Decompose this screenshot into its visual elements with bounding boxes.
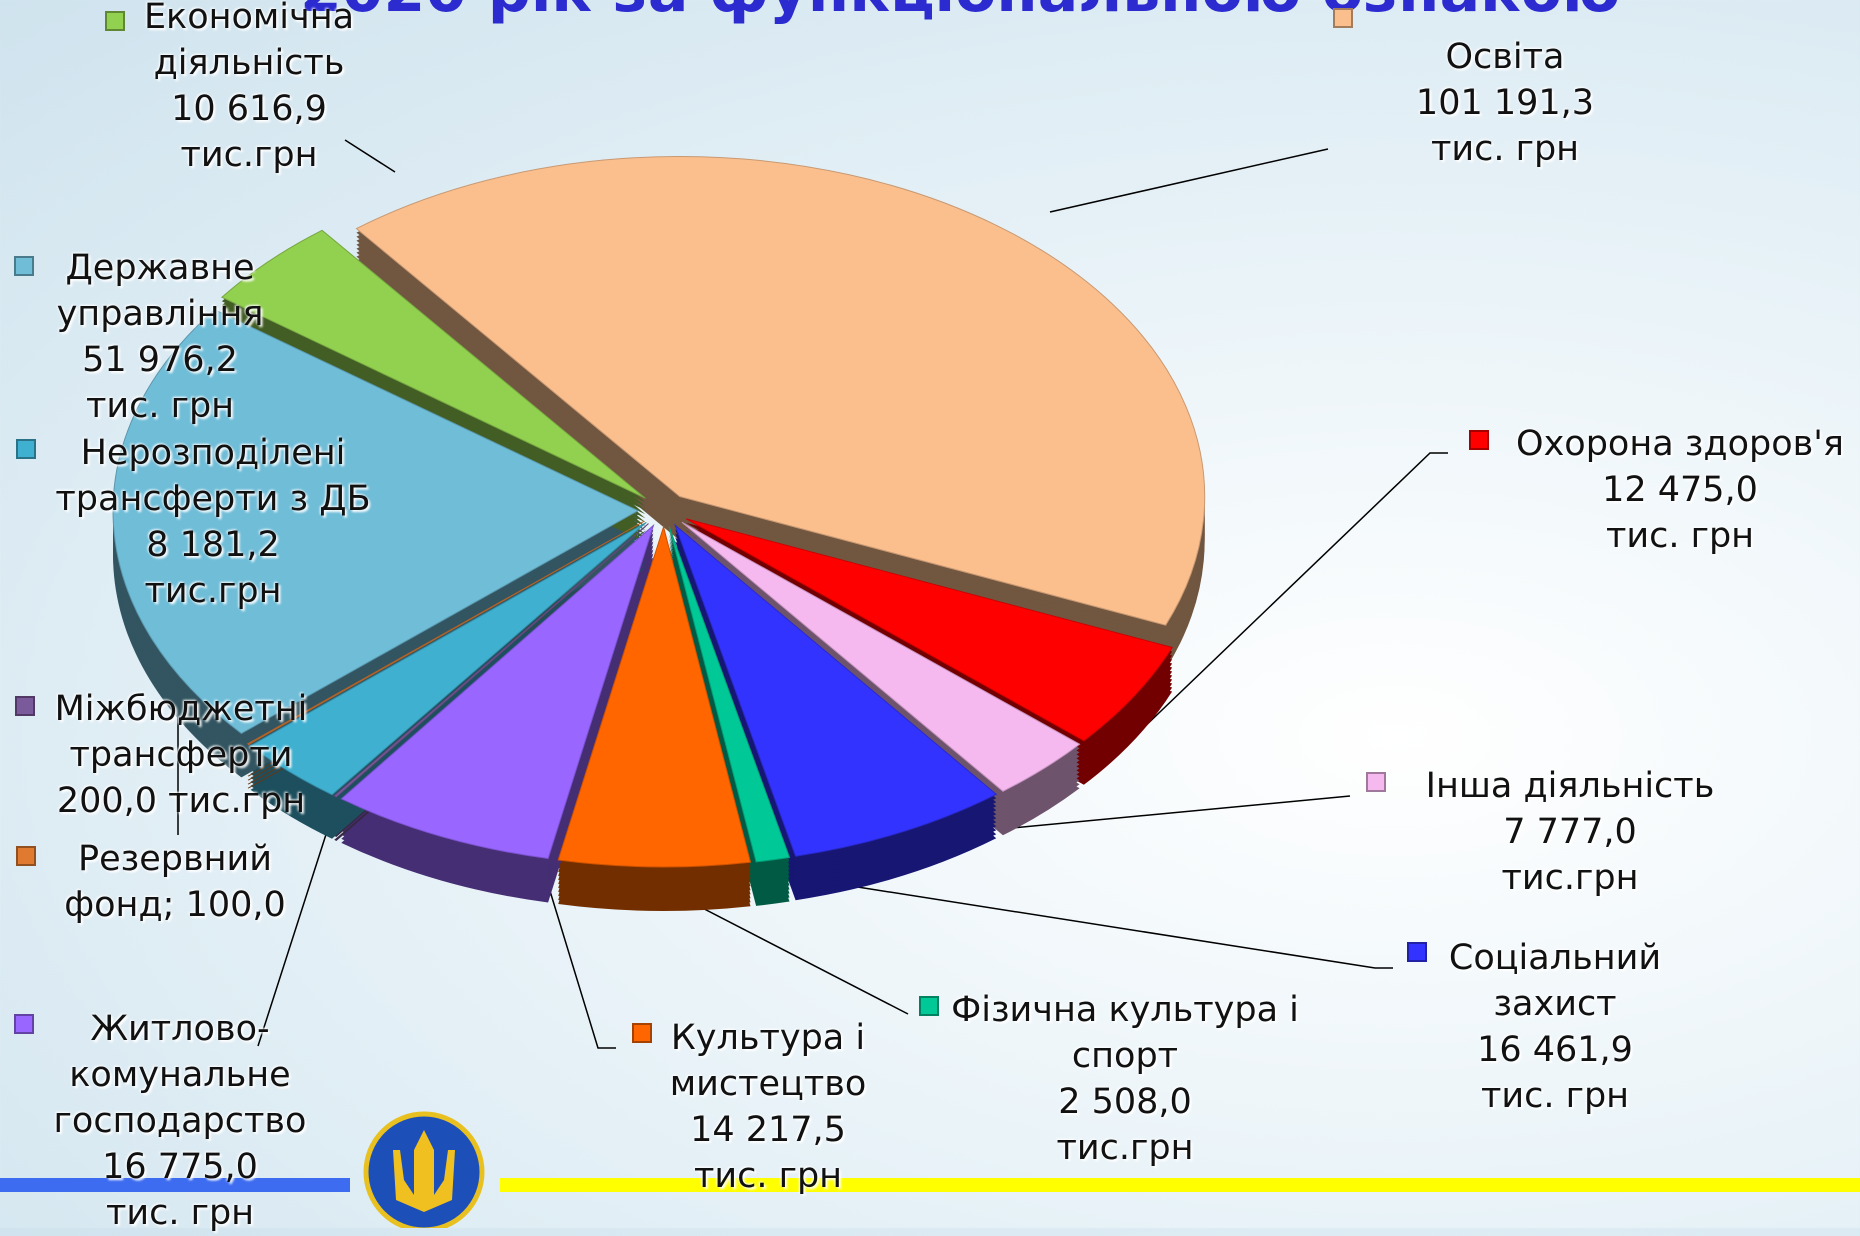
- value-label: 200,0: [56, 781, 158, 821]
- data-label: Культура і мистецтво 14 217,5 тис. грн: [650, 1015, 886, 1199]
- legend-marker: [1469, 430, 1489, 450]
- legend-marker: [1407, 942, 1427, 962]
- chart-title: 2020 рік за функціональною ознакою: [300, 0, 1620, 26]
- legend-marker: [1333, 8, 1353, 28]
- unit-label: тис. грн: [85, 386, 235, 426]
- value-label: 101 191,3: [1415, 83, 1595, 123]
- slice: [668, 526, 791, 863]
- category-label: Нерозподілені трансферти з ДБ: [55, 433, 371, 519]
- data-label: Соціальний захист 16 461,9 тис. грн: [1420, 935, 1690, 1119]
- data-label: Освіта 101 191,3 тис. грн: [1380, 34, 1630, 172]
- slice: [220, 229, 646, 499]
- value-label: 16 461,9: [1477, 1030, 1633, 1070]
- value-label: 100,0: [185, 885, 286, 925]
- leader-line: [831, 882, 1393, 969]
- data-label: Міжбюджетні трансферти 200,0 тис.грн: [40, 686, 322, 824]
- unit-label: тис. грн: [1430, 129, 1580, 169]
- leader-lines: [177, 139, 1448, 1049]
- data-label: Інша діяльність 7 777,0 тис.грн: [1390, 763, 1750, 901]
- value-label: 2 508,0: [1058, 1082, 1192, 1122]
- slice: [112, 309, 640, 735]
- category-label: Економічна діяльність: [143, 0, 355, 83]
- category-label: Охорона здоров'я: [1516, 424, 1844, 464]
- category-label: Резервний фонд;: [64, 839, 272, 925]
- data-label: Охорона здоров'я 12 475,0 тис. грн: [1490, 421, 1860, 559]
- category-label: Фізична культура і спорт: [951, 990, 1299, 1076]
- value-label: 8 181,2: [146, 525, 280, 565]
- data-label: Економічна діяльність 10 616,9 тис.грн: [120, 0, 378, 178]
- slice: [355, 156, 1206, 626]
- leader-line: [344, 139, 396, 173]
- unit-label: тис. грн: [693, 1156, 843, 1196]
- category-label: Державне управління: [56, 248, 264, 334]
- legend-marker: [105, 11, 125, 31]
- legend-marker: [14, 1014, 34, 1034]
- legend-marker: [14, 256, 34, 276]
- value-label: 7 777,0: [1503, 812, 1637, 852]
- value-label: 14 217,5: [690, 1110, 846, 1150]
- slice: [340, 523, 655, 860]
- blue-bar: [0, 1178, 350, 1192]
- legend-marker: [632, 1023, 652, 1043]
- value-label: 51 976,2: [82, 340, 238, 380]
- unit-label: тис.грн: [180, 135, 318, 175]
- leader-line: [1001, 795, 1351, 830]
- unit-label: тис. грн: [1605, 516, 1755, 556]
- slice: [333, 523, 649, 798]
- unit-label: тис.грн: [168, 781, 306, 821]
- leader-line: [682, 897, 909, 1015]
- data-label: Резервний фонд; 100,0: [40, 836, 310, 928]
- leader-line: [549, 890, 616, 1049]
- legend-marker: [16, 846, 36, 866]
- unit-label: тис.грн: [1056, 1128, 1194, 1168]
- category-label: Інша діяльність: [1425, 766, 1715, 806]
- slice: [249, 521, 647, 796]
- yellow-bar: [500, 1178, 1860, 1192]
- legend-marker: [15, 696, 35, 716]
- slice: [674, 523, 998, 857]
- value-label: 12 475,0: [1602, 470, 1758, 510]
- slice: [557, 525, 752, 868]
- leader-line: [257, 821, 331, 1047]
- decor: [0, 1111, 1860, 1228]
- legend-marker: [16, 439, 36, 459]
- legend-marker: [1366, 772, 1386, 792]
- leader-line: [1049, 148, 1329, 213]
- slice: [681, 521, 1081, 792]
- data-label: Державне управління 51 976,2 тис. грн: [40, 245, 280, 429]
- leader-line: [1111, 452, 1448, 759]
- category-label: Міжбюджетні трансферти: [54, 689, 308, 775]
- slice: [685, 518, 1173, 742]
- unit-label: тис. грн: [105, 1193, 255, 1233]
- value-label: 10 616,9: [171, 89, 327, 129]
- category-label: Соціальний захист: [1448, 938, 1662, 1024]
- legend-marker: [919, 996, 939, 1016]
- unit-label: тис. грн: [1480, 1076, 1630, 1116]
- trident: [393, 1130, 455, 1212]
- unit-label: тис.грн: [144, 571, 282, 611]
- data-label: Нерозподілені трансферти з ДБ 8 181,2 тис.…: [30, 430, 396, 614]
- category-label: Освіта: [1445, 37, 1565, 77]
- category-label: Житлово-комунальне господарство: [53, 1009, 307, 1141]
- slice: [246, 520, 645, 746]
- category-label: Культура і мистецтво: [669, 1018, 867, 1104]
- unit-label: тис.грн: [1501, 858, 1639, 898]
- value-label: 16 775,0: [102, 1147, 258, 1187]
- data-label: Житлово-комунальне господарство 16 775,0 т…: [40, 1006, 320, 1236]
- data-label: Фізична культура і спорт 2 508,0 тис.грн: [920, 987, 1330, 1171]
